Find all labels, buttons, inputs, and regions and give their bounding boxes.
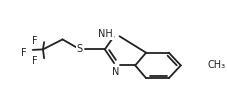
Text: S: S	[76, 44, 83, 54]
Text: F: F	[21, 48, 26, 58]
Text: NH: NH	[98, 29, 113, 39]
Text: F: F	[32, 56, 37, 66]
Text: F: F	[32, 36, 37, 45]
Text: CH₃: CH₃	[206, 60, 224, 70]
Text: N: N	[111, 67, 119, 76]
